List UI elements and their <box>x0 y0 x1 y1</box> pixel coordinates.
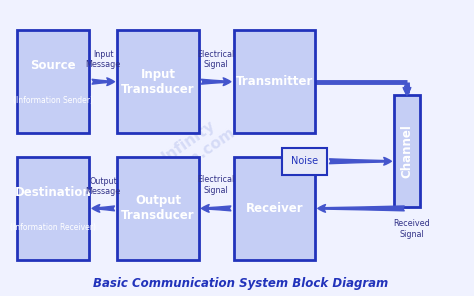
Text: Electrical
Signal: Electrical Signal <box>197 50 235 69</box>
Bar <box>17 157 89 260</box>
Text: Noise: Noise <box>291 156 318 166</box>
Bar <box>283 148 327 175</box>
Bar <box>234 157 315 260</box>
Text: (Information Receiver): (Information Receiver) <box>10 223 96 232</box>
Text: Electrical
Signal: Electrical Signal <box>197 175 235 194</box>
Text: Output
Message: Output Message <box>86 177 121 196</box>
Text: Transmitter: Transmitter <box>236 75 313 88</box>
Text: Input
Transducer: Input Transducer <box>121 68 195 96</box>
Text: Infinity
learn.com: Infinity learn.com <box>150 110 238 186</box>
Bar <box>117 157 199 260</box>
Bar <box>394 95 420 207</box>
Text: (Information Sender): (Information Sender) <box>13 96 93 105</box>
Text: Output
Transducer: Output Transducer <box>121 194 195 222</box>
Bar <box>234 30 315 133</box>
Bar <box>17 30 89 133</box>
Text: Basic Communication System Block Diagram: Basic Communication System Block Diagram <box>93 277 388 290</box>
Text: Destination: Destination <box>15 186 91 199</box>
Text: Source: Source <box>30 59 76 72</box>
Text: Channel: Channel <box>401 124 413 178</box>
Text: Received
Signal: Received Signal <box>393 219 430 239</box>
Bar <box>117 30 199 133</box>
Text: Input
Message: Input Message <box>86 50 121 69</box>
Text: Receiver: Receiver <box>246 202 303 215</box>
